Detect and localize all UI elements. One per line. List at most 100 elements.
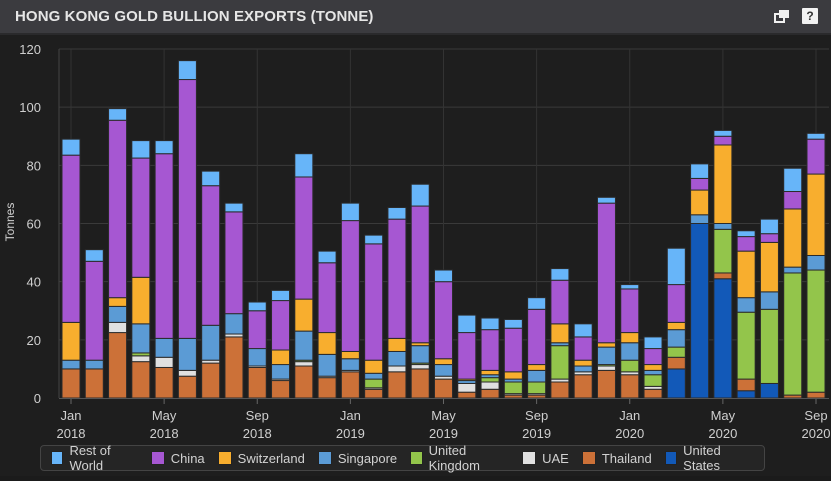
bar-segment-switzerland[interactable] — [317, 332, 337, 355]
bar-segment-thailand[interactable] — [387, 371, 407, 399]
bar-segment-singapore[interactable] — [364, 372, 384, 380]
bar-segment-rest-of-world[interactable] — [317, 250, 337, 264]
bar-segment-china[interactable] — [573, 336, 593, 361]
bar-segment-china[interactable] — [108, 119, 128, 299]
bar-segment-united-states[interactable] — [690, 223, 710, 399]
bar-segment-united-kingdom[interactable] — [736, 311, 756, 380]
legend-item-uae[interactable]: UAE — [522, 451, 569, 466]
bar-segment-rest-of-world[interactable] — [131, 140, 151, 159]
bar-segment-united-kingdom[interactable] — [713, 228, 733, 274]
bar-segment-rest-of-world[interactable] — [573, 323, 593, 338]
bar-segment-singapore[interactable] — [666, 329, 686, 348]
bar-segment-switzerland[interactable] — [690, 189, 710, 216]
bar-segment-united-kingdom[interactable] — [806, 269, 826, 393]
bar-segment-switzerland[interactable] — [550, 323, 570, 344]
bar-segment-china[interactable] — [410, 205, 430, 344]
legend-item-singapore[interactable]: Singapore — [317, 451, 397, 466]
bar-segment-singapore[interactable] — [643, 369, 663, 376]
bar-segment-switzerland[interactable] — [620, 332, 640, 344]
bar-segment-china[interactable] — [736, 236, 756, 252]
bar-segment-rest-of-world[interactable] — [271, 289, 291, 302]
bar-segment-singapore[interactable] — [201, 324, 221, 361]
bar-segment-singapore[interactable] — [527, 369, 547, 383]
bar-segment-china[interactable] — [340, 220, 360, 352]
bar-segment-china[interactable] — [783, 191, 803, 210]
bar-segment-thailand[interactable] — [224, 336, 244, 399]
bar-segment-rest-of-world[interactable] — [177, 60, 197, 81]
bar-segment-switzerland[interactable] — [783, 208, 803, 268]
bar-segment-rest-of-world[interactable] — [596, 196, 616, 204]
bar-segment-switzerland[interactable] — [736, 250, 756, 299]
bar-segment-switzerland[interactable] — [503, 371, 523, 380]
bar-segment-thailand[interactable] — [596, 369, 616, 399]
bar-segment-singapore[interactable] — [61, 359, 81, 370]
bar-segment-switzerland[interactable] — [294, 298, 314, 332]
bar-segment-singapore[interactable] — [247, 348, 267, 367]
bar-segment-switzerland[interactable] — [713, 144, 733, 224]
bar-segment-singapore[interactable] — [317, 353, 337, 377]
bar-segment-singapore[interactable] — [340, 358, 360, 371]
bar-segment-rest-of-world[interactable] — [527, 297, 547, 310]
bar-segment-switzerland[interactable] — [643, 364, 663, 371]
bar-segment-china[interactable] — [131, 157, 151, 278]
bar-segment-switzerland[interactable] — [596, 342, 616, 348]
bar-segment-rest-of-world[interactable] — [434, 269, 453, 283]
bar-segment-china[interactable] — [713, 135, 733, 146]
bar-segment-rest-of-world[interactable] — [364, 234, 384, 245]
bar-segment-uae[interactable] — [387, 365, 407, 373]
bar-segment-china[interactable] — [364, 243, 384, 361]
bar-segment-singapore[interactable] — [806, 254, 826, 271]
bar-segment-switzerland[interactable] — [271, 349, 291, 366]
bar-segment-china[interactable] — [154, 153, 174, 339]
bar-segment-china[interactable] — [759, 233, 779, 243]
bar-segment-switzerland[interactable] — [61, 321, 81, 361]
legend-item-thailand[interactable]: Thailand — [581, 451, 652, 466]
bar-segment-rest-of-world[interactable] — [224, 202, 244, 213]
bar-segment-singapore[interactable] — [573, 365, 593, 373]
bar-segment-uae[interactable] — [131, 355, 151, 363]
bar-segment-thailand[interactable] — [736, 378, 756, 392]
bar-segment-uae[interactable] — [177, 369, 197, 377]
bar-segment-rest-of-world[interactable] — [736, 230, 756, 238]
legend-item-rest-of-world[interactable]: Rest of World — [51, 443, 138, 473]
bar-segment-united-states[interactable] — [736, 390, 756, 399]
bar-segment-thailand[interactable] — [154, 366, 174, 399]
bar-segment-thailand[interactable] — [61, 368, 81, 399]
bar-segment-singapore[interactable] — [736, 297, 756, 313]
bar-segment-thailand[interactable] — [317, 377, 337, 399]
bar-segment-switzerland[interactable] — [131, 276, 151, 325]
bar-segment-china[interactable] — [666, 284, 686, 323]
bar-segment-thailand[interactable] — [550, 381, 570, 399]
bar-segment-switzerland[interactable] — [573, 359, 593, 367]
bar-segment-china[interactable] — [177, 79, 197, 339]
bar-segment-thailand[interactable] — [201, 362, 221, 399]
bar-segment-uae[interactable] — [480, 381, 500, 390]
bar-segment-rest-of-world[interactable] — [620, 284, 640, 290]
bar-segment-singapore[interactable] — [84, 359, 104, 370]
bar-segment-china[interactable] — [457, 332, 477, 380]
bar-segment-china[interactable] — [806, 138, 826, 175]
bar-segment-rest-of-world[interactable] — [340, 202, 360, 222]
bar-segment-switzerland[interactable] — [340, 350, 360, 360]
bar-segment-united-kingdom[interactable] — [620, 359, 640, 373]
bar-segment-rest-of-world[interactable] — [387, 207, 407, 220]
bar-segment-china[interactable] — [294, 176, 314, 300]
bar-segment-united-states[interactable] — [666, 368, 686, 399]
bar-segment-rest-of-world[interactable] — [550, 268, 570, 281]
bar-segment-singapore[interactable] — [759, 291, 779, 310]
bar-segment-china[interactable] — [620, 288, 640, 334]
bar-segment-rest-of-world[interactable] — [643, 336, 663, 350]
bar-segment-rest-of-world[interactable] — [154, 140, 174, 155]
bar-segment-rest-of-world[interactable] — [410, 183, 430, 207]
bar-segment-china[interactable] — [527, 308, 547, 366]
bar-segment-singapore[interactable] — [224, 313, 244, 335]
bar-segment-rest-of-world[interactable] — [108, 108, 128, 121]
bar-segment-united-kingdom[interactable] — [759, 308, 779, 384]
bar-segment-switzerland[interactable] — [480, 369, 500, 376]
bar-segment-china[interactable] — [480, 329, 500, 371]
bar-segment-switzerland[interactable] — [364, 359, 384, 374]
legend-item-united-kingdom[interactable]: United Kingdom — [410, 443, 509, 473]
bar-segment-switzerland[interactable] — [434, 358, 453, 366]
bar-segment-thailand[interactable] — [84, 368, 104, 399]
bar-segment-thailand[interactable] — [620, 374, 640, 399]
